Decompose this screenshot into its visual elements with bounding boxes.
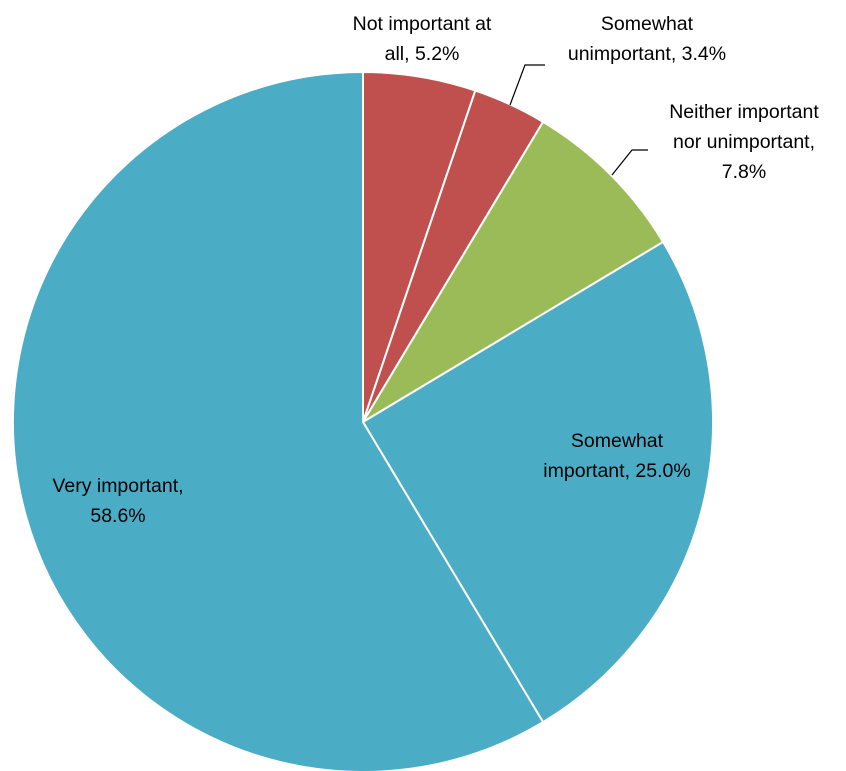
slice-label-line: Somewhat	[601, 13, 694, 35]
slice-label-line: important, 25.0%	[543, 460, 690, 482]
slice-label-neither-important-nor-unimportant: Neither important nor unimportant, 7.8%	[669, 101, 819, 183]
pie-slice-very-important	[12, 71, 545, 771]
pie-slice-somewhat-important	[362, 240, 714, 724]
slice-label-not-important-at-all: Not important at all, 5.2%	[353, 13, 492, 65]
slice-label-somewhat-important: Somewhat important, 25.0%	[543, 430, 690, 482]
pie-slice-neither-important-nor-unimportant	[362, 120, 665, 423]
slice-label-line: all, 5.2%	[385, 43, 460, 65]
slice-label-line: Very important,	[52, 475, 183, 497]
slice-label-line: 58.6%	[90, 505, 145, 527]
slice-label-line: Neither important	[669, 101, 819, 123]
slice-label-line: nor unimportant,	[673, 131, 815, 153]
slice-label-line: Somewhat	[571, 430, 664, 452]
leader-line-somewhat-unimportant	[509, 64, 545, 106]
leader-line-neither-important-nor-unimportant	[611, 149, 648, 176]
slice-label-very-important: Very important, 58.6%	[52, 475, 183, 527]
leader-lines	[509, 64, 648, 176]
slice-labels: Not important at all, 5.2% Somewhat unimpor…	[52, 13, 819, 527]
pie-slices	[12, 71, 714, 771]
slice-label-line: 7.8%	[722, 161, 766, 183]
slice-label-line: Not important at	[353, 13, 492, 35]
slice-label-line: unimportant, 3.4%	[568, 43, 726, 65]
slice-label-somewhat-unimportant: Somewhat unimportant, 3.4%	[568, 13, 726, 65]
